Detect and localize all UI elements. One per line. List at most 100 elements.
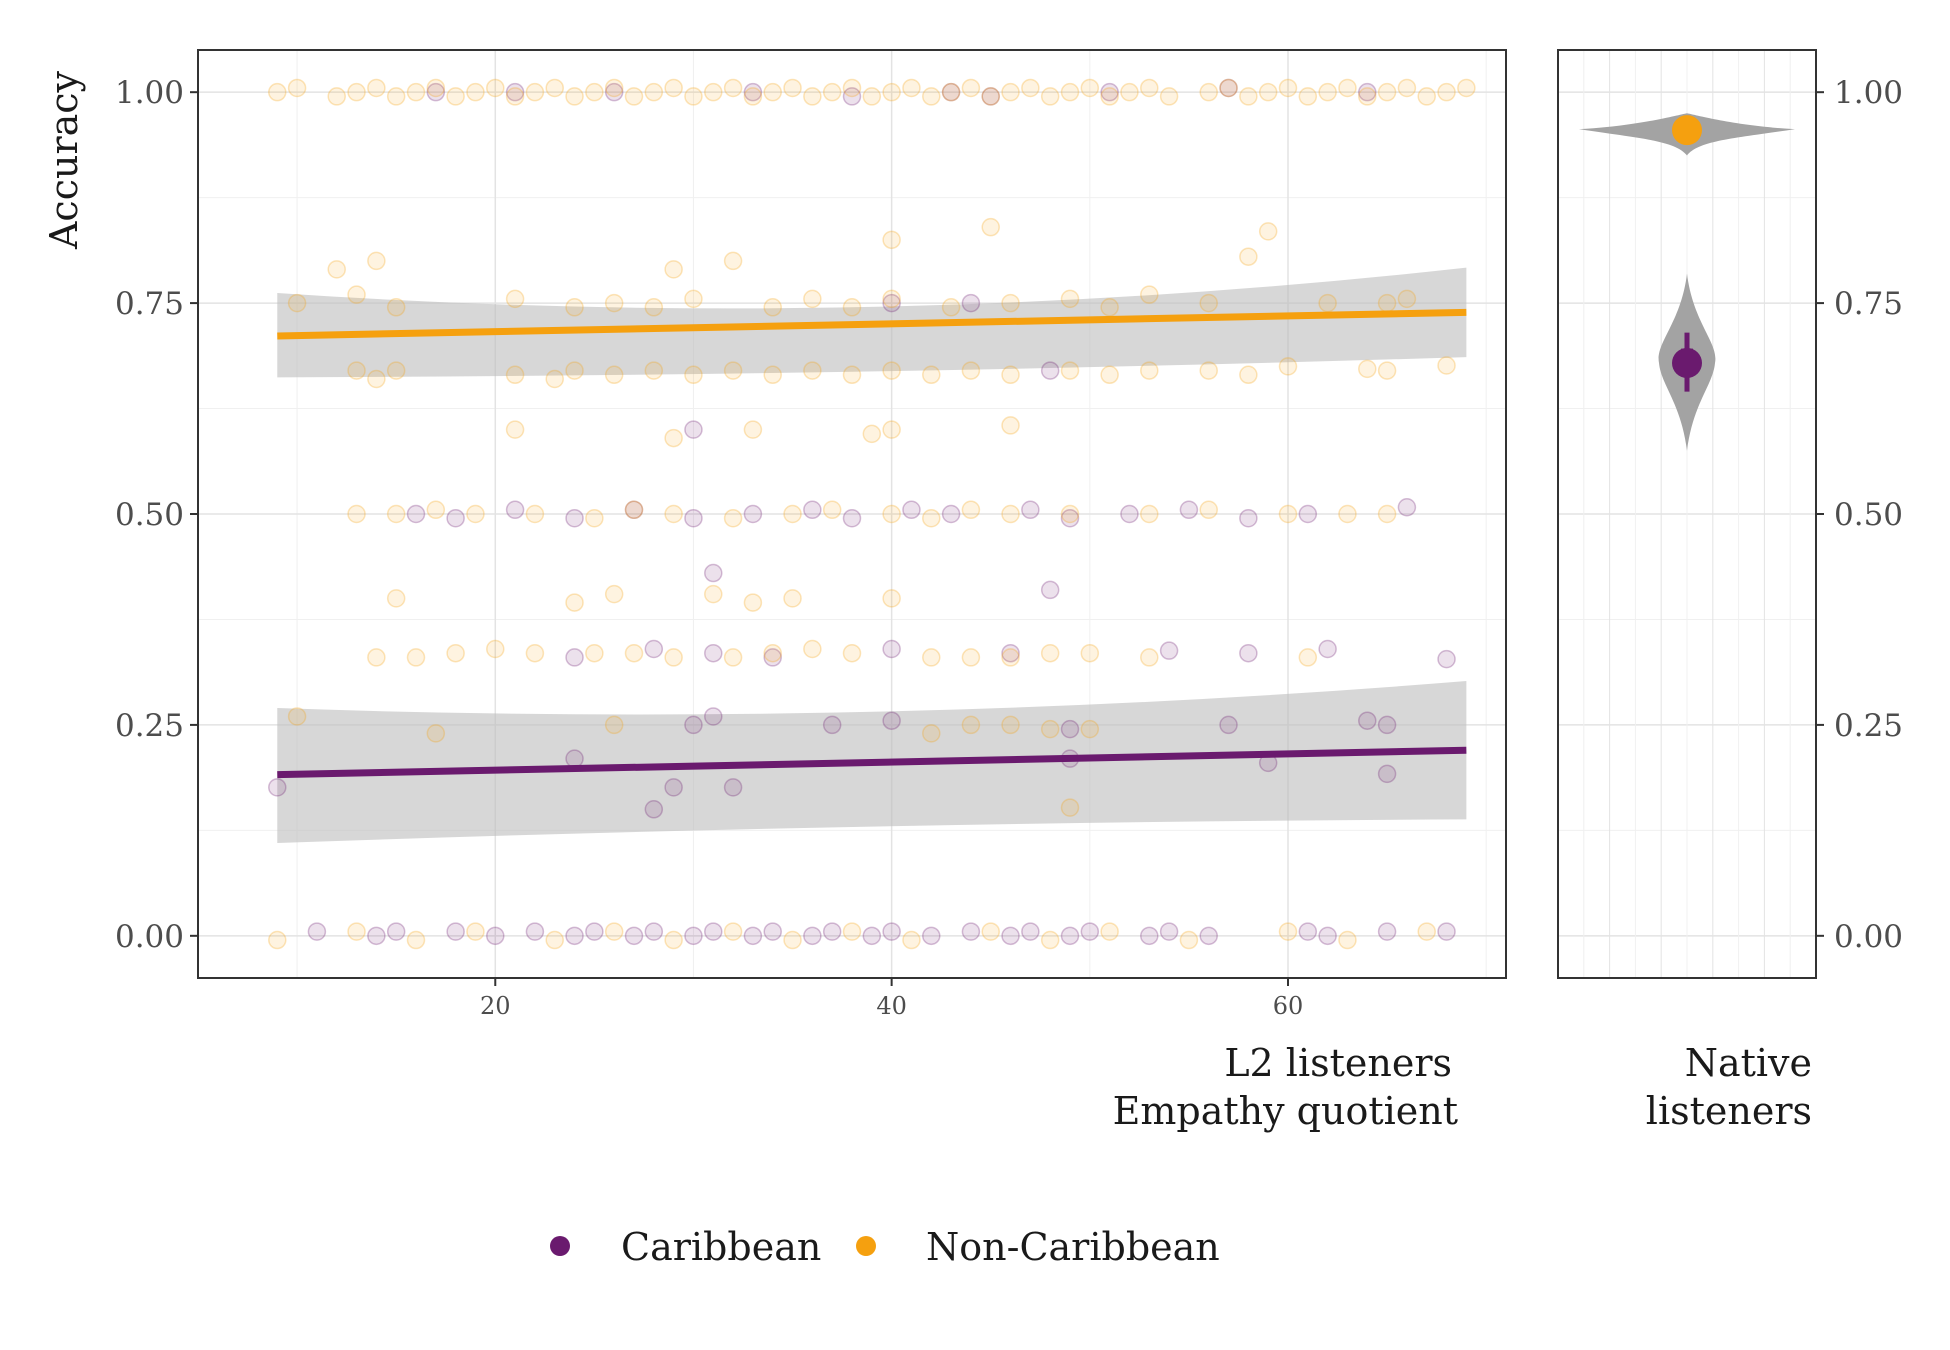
point-non-caribbean bbox=[842, 365, 862, 385]
point-non-caribbean bbox=[862, 87, 882, 106]
point-non-caribbean bbox=[1278, 504, 1298, 524]
point-non-caribbean bbox=[763, 643, 782, 663]
fit-line-non-caribbean bbox=[277, 308, 1467, 340]
native-x-title-line-1: Native bbox=[1685, 1041, 1812, 1085]
point-non-caribbean bbox=[981, 922, 1000, 941]
point-non-caribbean bbox=[961, 78, 981, 98]
point-caribbean bbox=[426, 82, 446, 102]
point-caribbean bbox=[386, 922, 406, 941]
point-non-caribbean bbox=[525, 643, 545, 663]
point-caribbean bbox=[822, 922, 842, 941]
point-caribbean bbox=[723, 778, 743, 797]
point-caribbean bbox=[1377, 715, 1397, 735]
point-non-caribbean bbox=[684, 289, 703, 309]
native-panel-y-axis: 0.00 0.25 0.50 0.75 1.00 bbox=[1816, 75, 1903, 955]
point-caribbean bbox=[1318, 926, 1337, 946]
point-non-caribbean bbox=[327, 87, 346, 106]
point-caribbean bbox=[941, 82, 961, 102]
point-non-caribbean bbox=[604, 715, 624, 735]
point-caribbean bbox=[684, 715, 703, 735]
point-non-caribbean bbox=[1040, 87, 1060, 106]
point-non-caribbean bbox=[1298, 648, 1318, 667]
point-non-caribbean bbox=[505, 365, 525, 385]
point-caribbean bbox=[1140, 926, 1159, 946]
point-caribbean bbox=[505, 500, 525, 520]
point-caribbean bbox=[1021, 922, 1040, 941]
point-non-caribbean bbox=[327, 260, 346, 279]
point-non-caribbean bbox=[1060, 82, 1080, 102]
point-non-caribbean bbox=[842, 922, 862, 941]
point-non-caribbean bbox=[1457, 78, 1476, 98]
point-caribbean bbox=[1159, 922, 1179, 941]
x-tick-label: 20 bbox=[480, 992, 511, 1020]
l2-x-title-line-1: L2 listeners bbox=[1224, 1041, 1452, 1085]
point-caribbean bbox=[585, 922, 604, 941]
point-non-caribbean bbox=[347, 504, 366, 524]
point-non-caribbean bbox=[664, 648, 683, 667]
point-non-caribbean bbox=[367, 369, 386, 389]
point-caribbean bbox=[1219, 78, 1238, 98]
point-non-caribbean bbox=[684, 87, 703, 106]
point-non-caribbean bbox=[1001, 648, 1020, 667]
point-caribbean bbox=[1358, 82, 1377, 102]
point-non-caribbean bbox=[545, 930, 564, 950]
point-non-caribbean bbox=[1060, 798, 1080, 817]
point-non-caribbean bbox=[783, 504, 802, 524]
point-caribbean bbox=[604, 82, 624, 102]
point-non-caribbean bbox=[763, 298, 782, 317]
point-non-caribbean bbox=[1199, 500, 1218, 520]
point-non-caribbean bbox=[426, 78, 446, 98]
point-caribbean bbox=[1179, 500, 1199, 520]
point-non-caribbean bbox=[1060, 361, 1080, 380]
point-non-caribbean bbox=[882, 82, 901, 102]
point-caribbean bbox=[1437, 922, 1456, 941]
point-non-caribbean bbox=[1258, 222, 1278, 241]
point-non-caribbean bbox=[644, 298, 664, 317]
point-caribbean bbox=[763, 648, 782, 667]
y-axis-title: Accuracy bbox=[42, 70, 86, 250]
point-non-caribbean bbox=[644, 361, 664, 380]
point-non-caribbean bbox=[604, 922, 624, 941]
point-caribbean bbox=[684, 926, 703, 946]
l2-x-title-line-2: Empathy quotient bbox=[1113, 1089, 1458, 1133]
point-caribbean bbox=[882, 922, 901, 941]
point-non-caribbean bbox=[268, 930, 287, 950]
point-caribbean bbox=[1397, 498, 1417, 517]
point-caribbean bbox=[842, 508, 862, 528]
point-caribbean bbox=[882, 711, 901, 730]
point-non-caribbean bbox=[1100, 298, 1119, 317]
point-non-caribbean bbox=[644, 82, 664, 102]
point-non-caribbean bbox=[941, 82, 961, 102]
point-non-caribbean bbox=[1377, 82, 1397, 102]
point-caribbean bbox=[1298, 504, 1318, 524]
native-panel-gridlines bbox=[1558, 50, 1816, 978]
native-panel-violins bbox=[1579, 113, 1795, 451]
point-non-caribbean bbox=[803, 639, 822, 659]
point-non-caribbean bbox=[1001, 365, 1020, 385]
point-non-caribbean bbox=[1001, 293, 1020, 313]
point-non-caribbean bbox=[922, 648, 941, 667]
native-listeners-panel: 0.00 0.25 0.50 0.75 1.00 bbox=[1557, 49, 1903, 979]
point-caribbean bbox=[961, 293, 981, 313]
point-non-caribbean bbox=[1239, 247, 1258, 266]
point-non-caribbean bbox=[1199, 361, 1218, 380]
point-non-caribbean bbox=[1437, 356, 1456, 375]
point-non-caribbean bbox=[1397, 289, 1417, 309]
point-caribbean bbox=[981, 87, 1000, 106]
point-caribbean bbox=[763, 922, 782, 941]
point-non-caribbean bbox=[1278, 78, 1298, 98]
point-non-caribbean bbox=[1298, 87, 1318, 106]
point-non-caribbean bbox=[1219, 78, 1238, 98]
point-caribbean bbox=[1159, 641, 1179, 660]
point-non-caribbean bbox=[287, 78, 307, 98]
point-caribbean bbox=[1239, 643, 1258, 663]
point-non-caribbean bbox=[783, 78, 802, 98]
point-non-caribbean bbox=[922, 508, 941, 528]
point-non-caribbean bbox=[1199, 82, 1218, 102]
legend-label-caribbean: Caribbean bbox=[621, 1225, 821, 1269]
point-non-caribbean bbox=[585, 82, 604, 102]
y-tick-label: 0.00 bbox=[115, 919, 184, 955]
point-non-caribbean bbox=[1100, 922, 1119, 941]
point-non-caribbean bbox=[1140, 504, 1159, 524]
